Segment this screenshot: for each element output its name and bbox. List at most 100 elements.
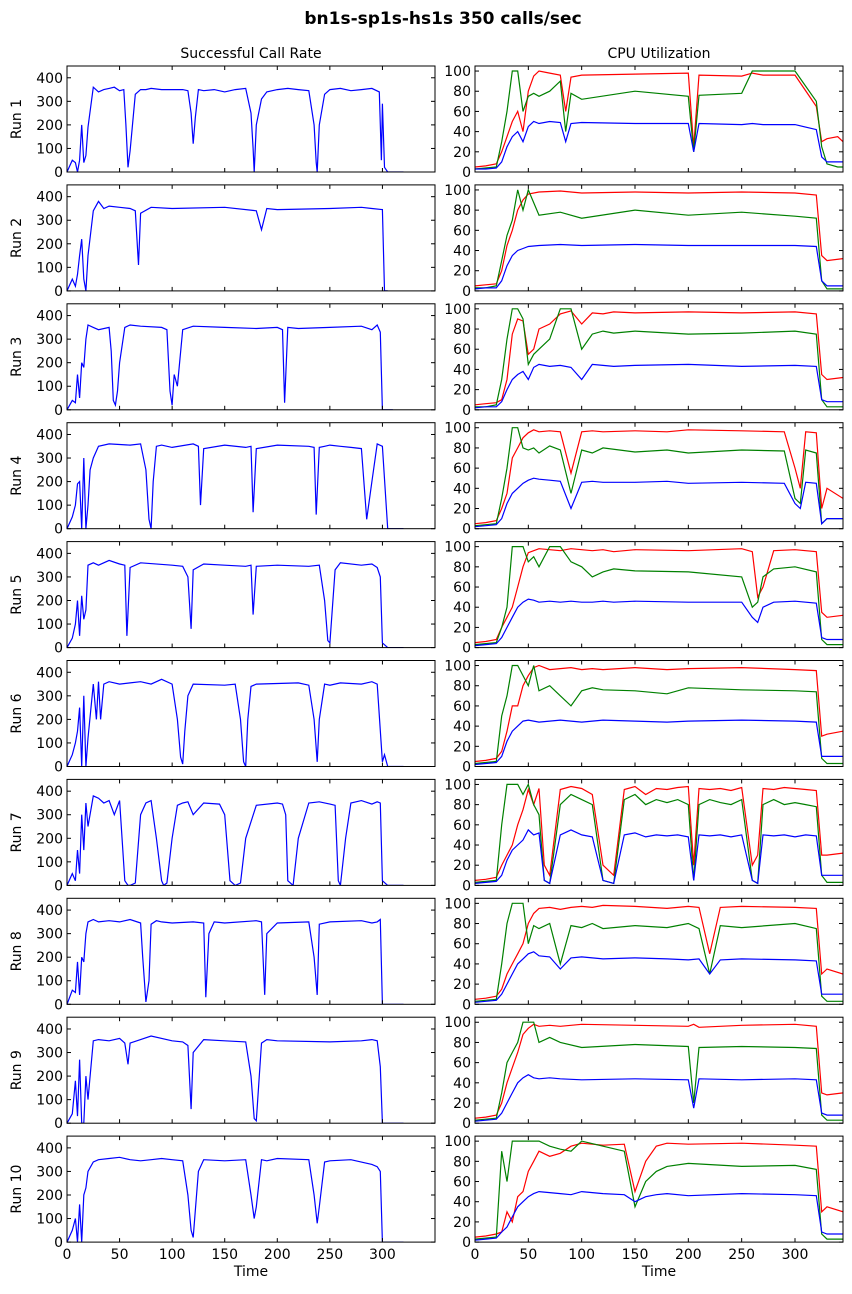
y-tick-label: 20 [453,739,471,755]
y-tick-label: 20 [453,1096,471,1112]
y-tick-label: 40 [453,244,471,260]
y-tick-label: 0 [54,878,63,894]
y-tick-label: 80 [453,917,471,933]
figure: bn1s-sp1s-hs1s 350 calls/sec Successful … [0,0,852,1294]
y-tick-label: 20 [453,502,471,518]
y-tick-label: 40 [453,600,471,616]
y-tick-label: 60 [453,104,471,120]
y-tick-label: 40 [453,957,471,973]
y-tick-label: 0 [54,1116,63,1132]
y-tick-label: 0 [462,284,471,300]
y-tick-label: 100 [36,855,63,871]
left-column-title: Successful Call Rate [180,46,321,62]
y-tick-label: 40 [453,481,471,497]
y-tick-label: 0 [462,1116,471,1132]
y-tick-label: 100 [444,302,471,318]
run-label: Run 10 [9,1165,25,1214]
y-tick-label: 400 [36,190,63,206]
y-tick-label: 200 [36,831,63,847]
y-tick-label: 200 [36,1069,63,1085]
x-tick-label: 100 [159,1247,186,1263]
y-tick-label: 60 [453,1056,471,1072]
y-tick-label: 60 [453,937,471,953]
y-tick-label: 20 [453,620,471,636]
y-tick-label: 40 [453,125,471,141]
y-tick-label: 100 [36,974,63,990]
y-tick-label: 80 [453,203,471,219]
run-label: Run 4 [9,456,25,496]
y-tick-label: 400 [36,903,63,919]
y-tick-label: 300 [36,1046,63,1062]
x-tick-label: 250 [316,1247,343,1263]
run-label: Run 2 [9,218,25,258]
y-tick-label: 300 [36,332,63,348]
y-tick-label: 100 [36,1093,63,1109]
y-tick-label: 400 [36,427,63,443]
y-tick-label: 0 [54,641,63,657]
y-tick-label: 200 [36,356,63,372]
y-tick-label: 80 [453,560,471,576]
run-label: Run 9 [9,1050,25,1090]
y-tick-label: 100 [444,1134,471,1150]
y-tick-label: 100 [36,617,63,633]
y-tick-label: 400 [36,71,63,87]
run-label: Run 7 [9,812,25,852]
y-tick-label: 0 [54,165,63,181]
y-tick-label: 200 [36,118,63,134]
y-tick-label: 100 [36,260,63,276]
y-tick-label: 300 [36,808,63,824]
y-tick-label: 20 [453,977,471,993]
x-tick-label: 150 [211,1247,238,1263]
y-tick-label: 80 [453,679,471,695]
y-tick-label: 300 [36,94,63,110]
y-tick-label: 300 [36,927,63,943]
y-tick-label: 100 [444,896,471,912]
y-tick-label: 0 [462,760,471,776]
x-tick-label: 300 [369,1247,396,1263]
y-tick-label: 100 [444,659,471,675]
y-tick-label: 80 [453,441,471,457]
y-tick-label: 200 [36,950,63,966]
y-tick-label: 300 [36,1164,63,1180]
y-tick-label: 100 [444,183,471,199]
y-tick-label: 20 [453,1215,471,1231]
y-tick-label: 60 [453,699,471,715]
y-tick-label: 100 [444,540,471,556]
y-tick-label: 60 [453,223,471,239]
x-tick-label: 100 [568,1247,595,1263]
x-tick-label: 300 [782,1247,809,1263]
y-tick-label: 20 [453,383,471,399]
y-tick-label: 100 [36,141,63,157]
y-tick-label: 20 [453,145,471,161]
y-tick-label: 20 [453,264,471,280]
y-tick-label: 0 [462,165,471,181]
x-tick-label: 200 [264,1247,291,1263]
y-tick-label: 60 [453,342,471,358]
y-tick-label: 60 [453,818,471,834]
y-tick-label: 300 [36,451,63,467]
y-tick-label: 400 [36,1022,63,1038]
y-tick-label: 0 [462,997,471,1013]
y-tick-label: 0 [462,641,471,657]
run-label: Run 3 [9,337,25,377]
y-tick-label: 40 [453,1076,471,1092]
x-axis-label: Time [641,1264,676,1280]
y-tick-label: 200 [36,1188,63,1204]
x-tick-label: 150 [622,1247,649,1263]
y-tick-label: 100 [444,777,471,793]
x-tick-label: 50 [111,1247,129,1263]
y-tick-label: 20 [453,858,471,874]
y-tick-label: 100 [444,421,471,437]
y-tick-label: 40 [453,719,471,735]
x-tick-label: 200 [675,1247,702,1263]
x-tick-label: 50 [519,1247,537,1263]
y-tick-label: 80 [453,798,471,814]
y-tick-label: 60 [453,461,471,477]
y-tick-label: 100 [36,379,63,395]
y-tick-label: 40 [453,1195,471,1211]
y-tick-label: 0 [54,997,63,1013]
y-tick-label: 0 [54,760,63,776]
x-axis-label: Time [233,1264,268,1280]
y-tick-label: 0 [462,522,471,538]
y-tick-label: 200 [36,475,63,491]
